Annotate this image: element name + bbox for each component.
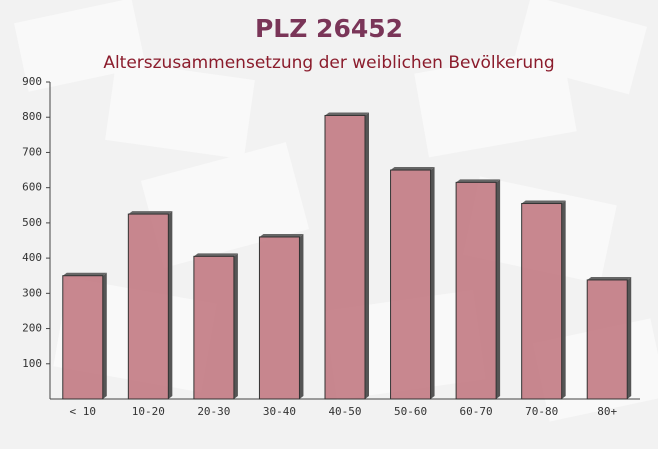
x-tick-label: 10-20 (132, 405, 165, 418)
x-tick-label: 70-80 (525, 405, 558, 418)
chart-title: PLZ 26452 (255, 14, 403, 43)
y-tick-label: 400 (22, 251, 42, 264)
bar-shadow (365, 112, 369, 399)
x-tick-label: 60-70 (460, 405, 493, 418)
bar-shadow (496, 179, 501, 399)
y-tick-label: 100 (22, 357, 42, 370)
bar-shadow (193, 253, 238, 257)
x-tick-label: 30-40 (263, 405, 296, 418)
y-tick-label: 900 (22, 75, 42, 88)
bar-shadow (128, 211, 173, 215)
bar-shadow (521, 200, 566, 204)
bar (324, 114, 366, 400)
bar-shadow (62, 272, 107, 276)
x-tick-label: 50-60 (394, 405, 427, 418)
bar-shadow (587, 276, 632, 280)
bar (586, 279, 628, 400)
bar-shadow (627, 276, 632, 399)
bar (455, 181, 497, 400)
y-tick-label: 500 (22, 216, 42, 229)
bar-shadow (102, 272, 107, 399)
bar-shadow (430, 167, 435, 399)
bar-shadow (561, 200, 566, 399)
y-tick-label: 200 (22, 322, 42, 335)
bar (62, 275, 104, 400)
bar-shadow (259, 233, 304, 237)
bar-shadow (168, 211, 173, 399)
bar-shadow (456, 179, 501, 183)
x-tick-label: 20-30 (197, 405, 230, 418)
chart-subtitle: Alterszusammensetzung der weiblichen Bev… (103, 53, 554, 73)
y-tick-label: 700 (22, 145, 42, 158)
bar (258, 236, 300, 400)
bar-shadow (233, 253, 238, 399)
y-tick-label: 600 (22, 181, 42, 194)
y-tick-label: 300 (22, 286, 42, 299)
bar-shadow (390, 167, 435, 171)
bar (521, 203, 563, 400)
bar (193, 255, 235, 400)
bar (127, 213, 169, 400)
x-tick-label: 40-50 (328, 405, 361, 418)
bar (390, 169, 432, 400)
y-tick-label: 800 (22, 110, 42, 123)
x-tick-label: 80+ (597, 405, 617, 418)
bar-shadow (325, 112, 369, 116)
x-tick-label: < 10 (70, 405, 97, 418)
bar-shadow (299, 233, 304, 399)
